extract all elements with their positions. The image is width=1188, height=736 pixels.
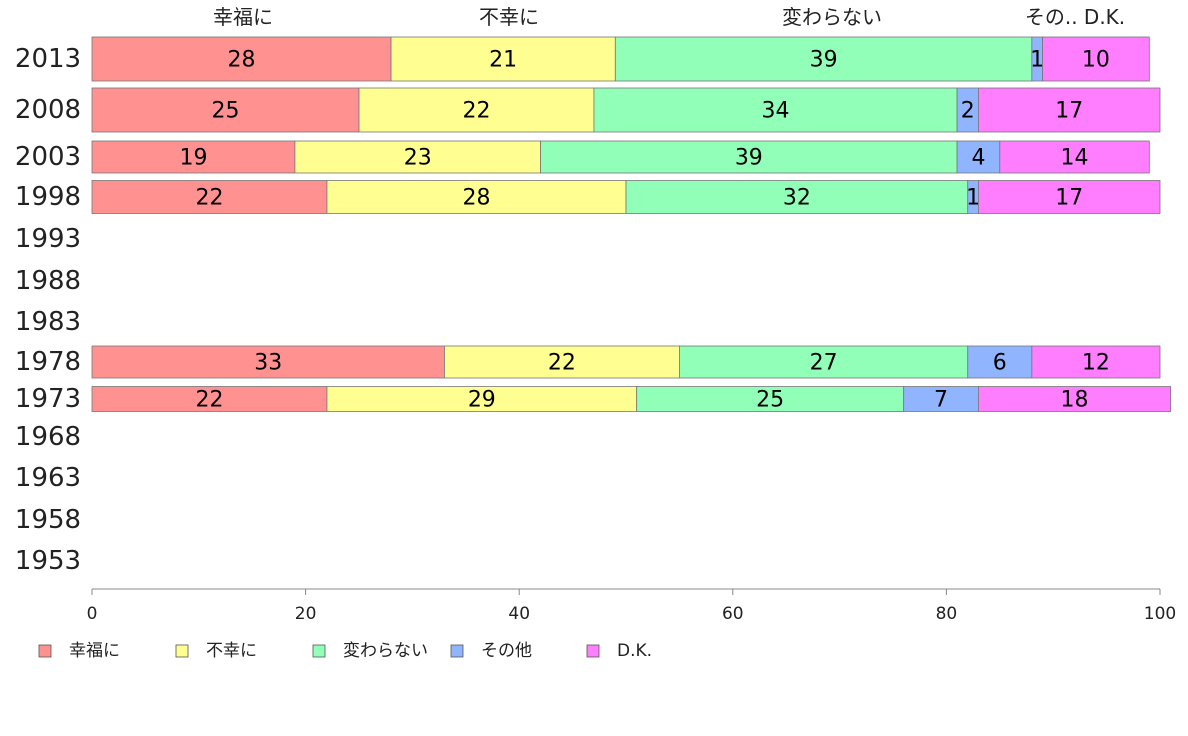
data-label: 10: [1082, 48, 1110, 73]
column-header: 不幸に: [479, 5, 539, 29]
year-label: 1988: [15, 266, 81, 296]
bar-segment: [978, 386, 1172, 412]
bar-segment: [91, 87, 360, 133]
bar-segment: [625, 180, 969, 214]
bar-segment: [1031, 345, 1161, 379]
year-label: 2008: [15, 95, 81, 125]
data-label: 19: [179, 146, 207, 171]
data-label: 25: [212, 99, 240, 124]
x-tick-label: 100: [1144, 604, 1176, 624]
x-tick-label: 0: [87, 604, 98, 624]
bar-segment: [91, 36, 392, 82]
data-label: 4: [971, 146, 985, 171]
data-label: 23: [404, 146, 432, 171]
year-label: 1968: [15, 422, 81, 452]
legend-swatch: [175, 644, 189, 658]
year-label: 2013: [15, 44, 81, 74]
bar-segment: [614, 36, 1033, 82]
x-tick-label: 40: [508, 604, 530, 624]
data-label: 18: [1061, 388, 1089, 413]
legend-label: その他: [481, 641, 532, 661]
data-label: 33: [254, 351, 282, 376]
bar-segment: [390, 36, 616, 82]
legend-label: D.K.: [617, 641, 652, 661]
data-label: 22: [195, 186, 223, 211]
data-label: 34: [762, 99, 790, 124]
x-tick-label: 60: [722, 604, 744, 624]
data-label: 17: [1055, 99, 1083, 124]
data-label: 22: [548, 351, 576, 376]
legend-label: 不幸に: [206, 641, 257, 661]
data-label: 39: [735, 146, 763, 171]
bar-segment: [91, 180, 328, 214]
data-label: 1: [1030, 48, 1044, 73]
bar-segment: [1042, 36, 1150, 82]
bar-segment: [444, 345, 680, 379]
data-label: 6: [993, 351, 1007, 376]
bar-segment: [999, 140, 1150, 174]
data-label: 21: [489, 48, 517, 73]
bar-segment: [91, 140, 296, 174]
bar-segment: [978, 87, 1161, 133]
data-label: 22: [195, 388, 223, 413]
year-label: 1973: [15, 384, 81, 414]
bar-segment: [679, 345, 969, 379]
column-header: 変わらない: [782, 5, 882, 29]
data-label: 28: [462, 186, 490, 211]
bar-segment: [91, 386, 328, 412]
legend-label: 幸福に: [69, 641, 120, 661]
bar-segment: [593, 87, 958, 133]
data-label: 17: [1055, 186, 1083, 211]
year-label: 1953: [15, 546, 81, 576]
data-label: 39: [810, 48, 838, 73]
x-tick-label: 20: [295, 604, 317, 624]
bar-segment: [636, 386, 905, 412]
data-label: 14: [1061, 146, 1089, 171]
legend-label: 変わらない: [343, 641, 428, 661]
data-label: 2: [961, 99, 975, 124]
bar-segment: [956, 140, 1001, 174]
year-label: 1998: [15, 182, 81, 212]
data-label: 28: [228, 48, 256, 73]
year-label: 1983: [15, 307, 81, 337]
bar-segment: [294, 140, 541, 174]
data-label: 29: [468, 388, 496, 413]
legend-swatch: [38, 644, 52, 658]
bar-segment: [326, 180, 627, 214]
year-label: 1958: [15, 505, 81, 535]
bar-segment: [358, 87, 595, 133]
legend-swatch: [312, 644, 326, 658]
year-label: 2003: [15, 142, 81, 172]
column-header: 幸福に: [213, 5, 273, 29]
bar-segment: [903, 386, 979, 412]
year-label: 1978: [15, 347, 81, 377]
data-label: 27: [810, 351, 838, 376]
bar-segment: [978, 180, 1161, 214]
x-tick-label: 80: [936, 604, 958, 624]
year-label: 1993: [15, 224, 81, 254]
year-label: 1963: [15, 463, 81, 493]
data-label: 25: [756, 388, 784, 413]
bar-segment: [540, 140, 958, 174]
data-label: 7: [934, 388, 948, 413]
column-header: その.. D.K.: [1025, 5, 1125, 29]
data-label: 1: [966, 186, 980, 211]
legend-swatch: [450, 644, 464, 658]
data-label: 22: [462, 99, 490, 124]
legend-swatch: [586, 644, 600, 658]
data-label: 32: [783, 186, 811, 211]
bar-segment: [967, 345, 1033, 379]
data-label: 12: [1082, 351, 1110, 376]
